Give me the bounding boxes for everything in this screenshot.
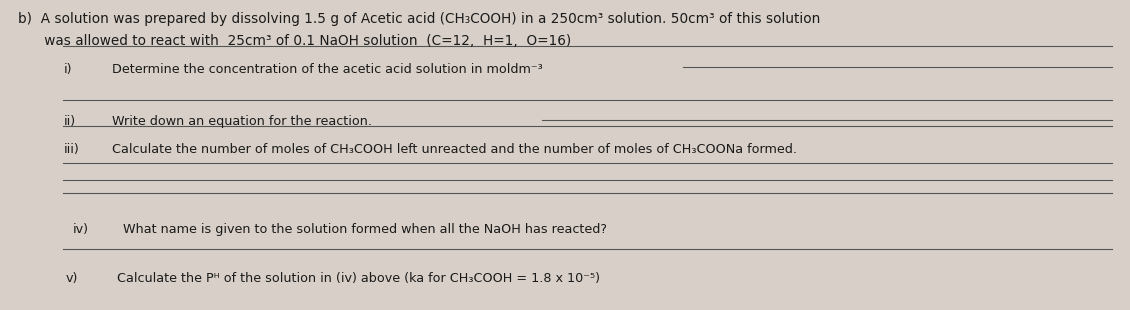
Text: Determine the concentration of the acetic acid solution in moldm⁻³: Determine the concentration of the aceti… [112, 63, 542, 76]
Text: v): v) [66, 272, 78, 285]
Text: Calculate the number of moles of CH₃COOH left unreacted and the number of moles : Calculate the number of moles of CH₃COOH… [112, 143, 797, 156]
Text: iv): iv) [72, 223, 88, 236]
Text: was allowed to react with  25cm³ of 0.1 NaOH solution  (C=12,  H=1,  O=16): was allowed to react with 25cm³ of 0.1 N… [18, 34, 572, 48]
Text: i): i) [63, 63, 72, 76]
Text: ii): ii) [63, 115, 76, 128]
Text: Write down an equation for the reaction.: Write down an equation for the reaction. [112, 115, 372, 128]
Text: Calculate the Pᴴ of the solution in (iv) above (ka for CH₃COOH = 1.8 x 10⁻⁵): Calculate the Pᴴ of the solution in (iv)… [118, 272, 600, 285]
Text: b)  A solution was prepared by dissolving 1.5 g of Acetic acid (CH₃COOH) in a 25: b) A solution was prepared by dissolving… [18, 12, 820, 26]
Text: What name is given to the solution formed when all the NaOH has reacted?: What name is given to the solution forme… [123, 223, 607, 236]
Text: iii): iii) [63, 143, 79, 156]
